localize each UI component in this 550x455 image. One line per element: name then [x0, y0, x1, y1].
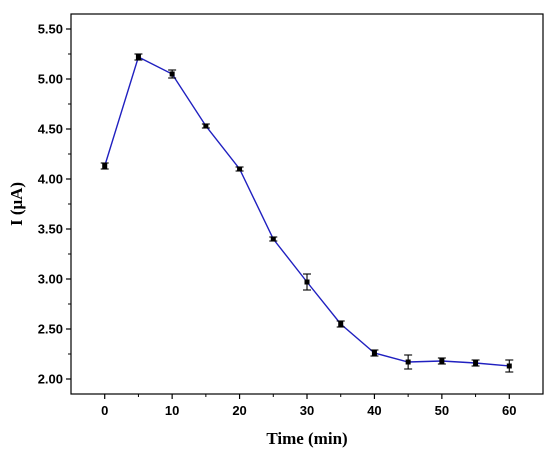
y-tick-label: 3.50: [38, 222, 63, 237]
data-point: [169, 71, 175, 77]
y-tick-label: 3.00: [38, 272, 63, 287]
x-axis-title: Time (min): [266, 429, 347, 448]
data-point: [203, 123, 209, 129]
data-point: [237, 166, 243, 172]
plot-frame: [70, 13, 544, 395]
x-tick-label: 60: [502, 403, 516, 418]
x-tick-label: 40: [367, 403, 381, 418]
data-point: [439, 358, 445, 364]
y-tick-label: 2.50: [38, 322, 63, 337]
x-tick-label: 0: [101, 403, 108, 418]
x-tick-label: 50: [435, 403, 449, 418]
data-point: [270, 236, 276, 242]
y-axis-ticks: 2.00 2.50 3.00 3.50 4.00 4.50 5.00 5.50: [38, 22, 71, 387]
x-tick-label: 30: [300, 403, 314, 418]
x-axis-ticks: 0 10 20 30 40 50 60: [101, 394, 517, 418]
data-point: [304, 279, 310, 285]
y-tick-label: 5.00: [38, 72, 63, 87]
data-point: [506, 363, 512, 369]
y-axis-title: I (μA): [7, 182, 26, 226]
x-tick-label: 10: [165, 403, 179, 418]
y-tick-label: 5.50: [38, 22, 63, 37]
y-tick-label: 4.00: [38, 172, 63, 187]
x-tick-label: 20: [232, 403, 246, 418]
series-line: [104, 56, 510, 367]
data-point: [371, 350, 377, 356]
data-point: [135, 54, 141, 60]
data-point: [473, 360, 479, 366]
y-tick-label: 2.00: [38, 372, 63, 387]
data-point: [405, 359, 411, 365]
y-tick-label: 4.50: [38, 122, 63, 137]
data-point: [338, 321, 344, 327]
series-layer: [100, 53, 514, 373]
data-point: [102, 163, 108, 169]
